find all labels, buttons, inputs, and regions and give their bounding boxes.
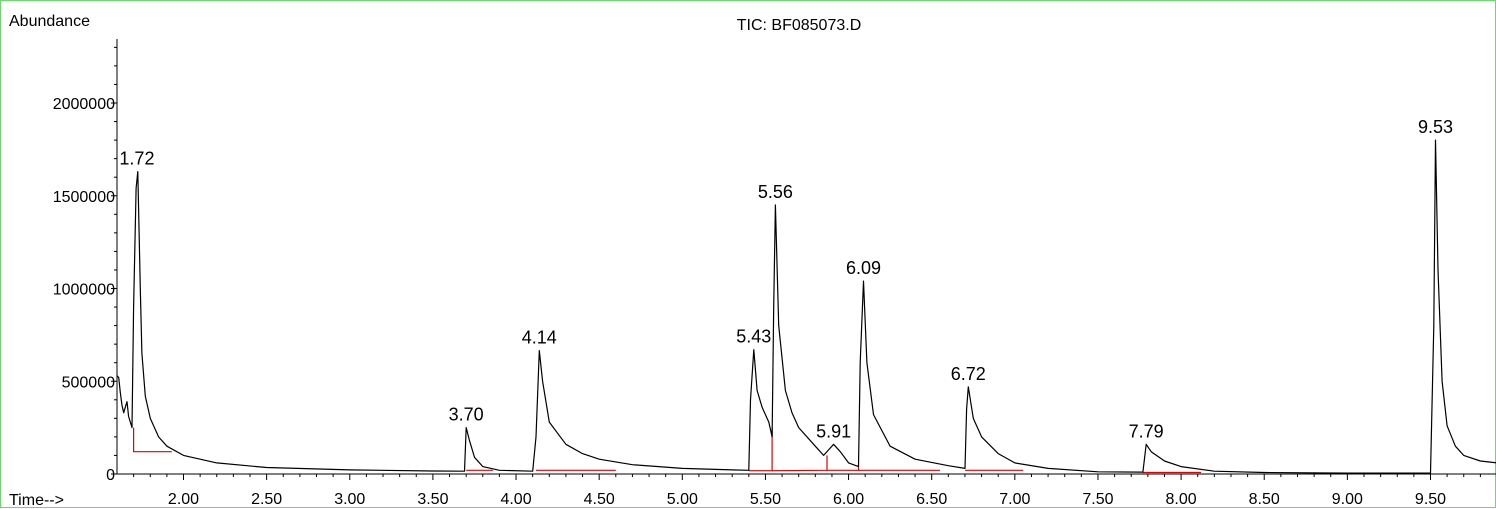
peak-labels: 1.72 3.70 4.14 5.43 5.56 5.91 6.09 6.72 7.79 9.53 bbox=[119, 117, 1453, 441]
y-tick-label: 1500000 bbox=[53, 189, 115, 206]
y-tick-label: 500000 bbox=[62, 374, 115, 391]
x-tick-label: 3.50 bbox=[417, 491, 448, 508]
chart-title: TIC: BF085073.D bbox=[737, 17, 862, 34]
x-tick-label: 2.50 bbox=[251, 491, 282, 508]
x-tick-label: 8.00 bbox=[1166, 491, 1197, 508]
peak-label: 3.70 bbox=[449, 405, 484, 425]
x-tick-label: 7.00 bbox=[999, 491, 1030, 508]
y-axis-label: Abundance bbox=[9, 13, 90, 30]
x-tick-label: 6.00 bbox=[833, 491, 864, 508]
integration-baseline bbox=[827, 466, 860, 471]
x-tick-label: 9.50 bbox=[1415, 491, 1446, 508]
x-tick-label: 4.00 bbox=[500, 491, 531, 508]
peak-label: 5.91 bbox=[816, 421, 851, 441]
x-tick-label: 6.50 bbox=[916, 491, 947, 508]
x-tick-label: 5.00 bbox=[667, 491, 698, 508]
integration-baseline bbox=[133, 427, 172, 453]
x-tick-label: 7.50 bbox=[1082, 491, 1113, 508]
peak-label: 7.79 bbox=[1129, 421, 1164, 441]
peak-label: 1.72 bbox=[119, 149, 154, 169]
x-tick-label: 5.50 bbox=[750, 491, 781, 508]
tic-series-line bbox=[116, 139, 1496, 474]
peak-label: 6.09 bbox=[846, 258, 881, 278]
x-tick-label: 4.50 bbox=[584, 491, 615, 508]
x-tick-label: 2.00 bbox=[168, 491, 199, 508]
y-tick-label: 1000000 bbox=[53, 282, 115, 299]
integration-baseline bbox=[772, 455, 828, 472]
y-tick-label: 0 bbox=[106, 467, 115, 484]
peak-label: 4.14 bbox=[522, 328, 557, 348]
peak-label: 5.56 bbox=[758, 182, 793, 202]
peak-label: 9.53 bbox=[1418, 117, 1453, 137]
integration-baselines bbox=[133, 427, 1201, 474]
x-axis-label: Time--> bbox=[9, 492, 64, 509]
peak-label: 6.72 bbox=[951, 364, 986, 384]
x-tick-label: 9.00 bbox=[1332, 491, 1363, 508]
integration-baseline bbox=[748, 427, 773, 472]
peak-label: 5.43 bbox=[736, 327, 771, 347]
x-tick-label: 3.00 bbox=[334, 491, 365, 508]
y-tick-label: 2000000 bbox=[53, 96, 115, 113]
x-tick-label: 8.50 bbox=[1249, 491, 1280, 508]
axes: 0 500000 1000000 1500000 2000000 2.00 2.50 3.00… bbox=[53, 39, 1496, 508]
tic-trace bbox=[116, 139, 1496, 474]
